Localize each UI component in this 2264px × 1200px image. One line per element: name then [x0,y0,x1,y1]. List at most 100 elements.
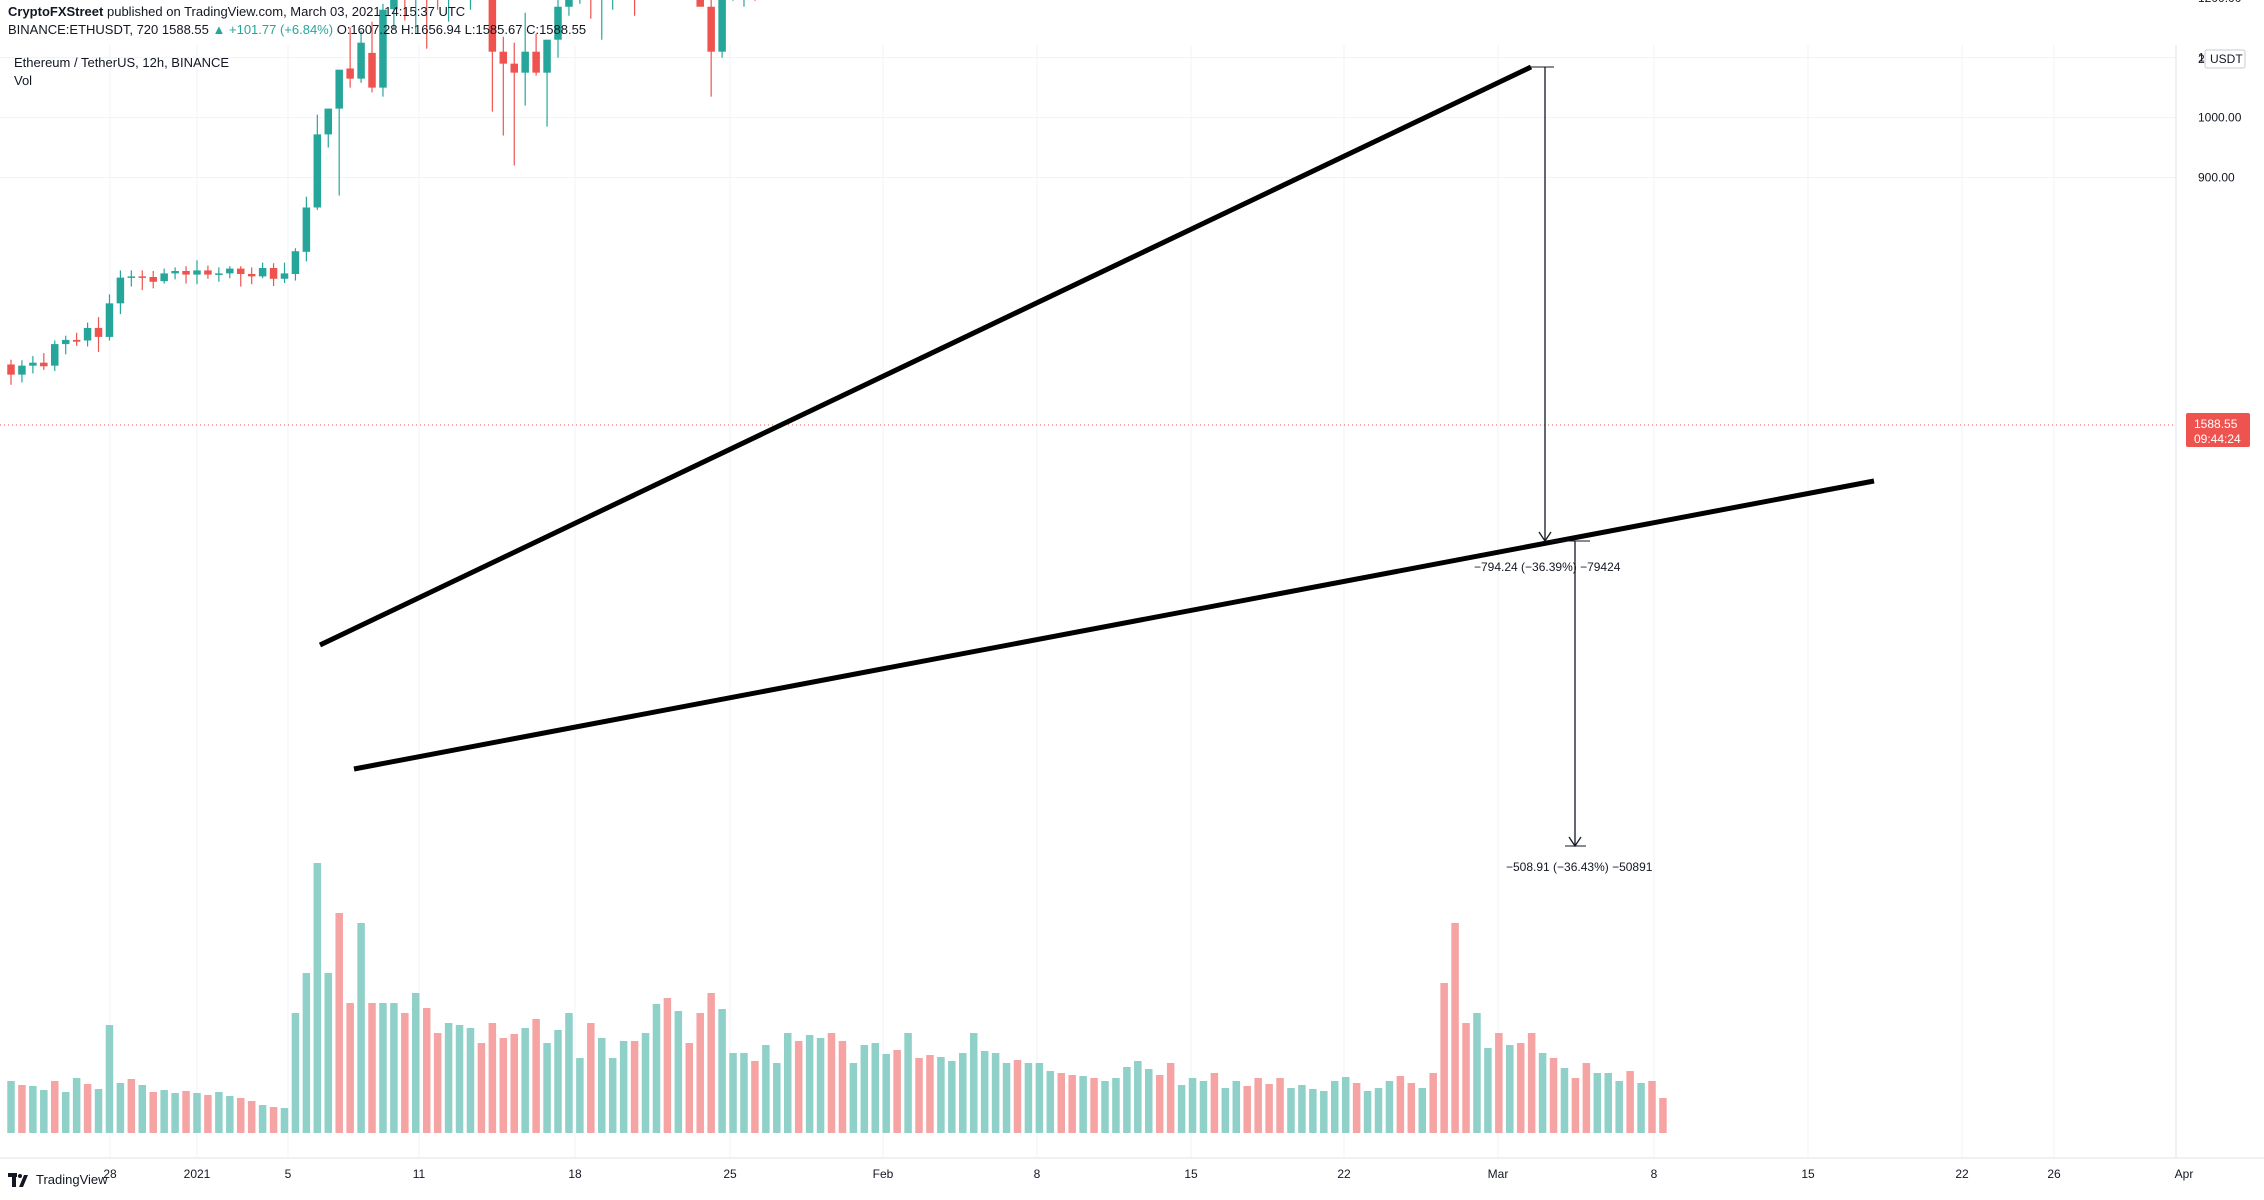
candle-body [313,134,322,208]
candle-body [707,6,715,52]
volume-bar [1024,1063,1033,1133]
volume-bar [532,1019,540,1133]
ohlc-values: O:1607.28 H:1656.94 L:1585.67 C:1588.55 [336,22,587,37]
volume-bar [1462,1023,1470,1133]
candle-body [193,270,201,275]
volume-bar [390,1003,398,1133]
publish-header: CryptoFXStreet published on TradingView.… [8,4,465,19]
volume-bar [1188,1078,1197,1133]
volume-bar [565,1013,573,1133]
volume-bar [1473,1013,1481,1133]
volume-bar [915,1058,923,1133]
last-price-text: 1588.55 [161,22,209,37]
publish-info: published on TradingView.com, March 03, … [106,4,466,19]
volume-bar [477,1043,486,1133]
candle-body [565,0,573,7]
volume-bar [1374,1088,1383,1133]
tradingview-logo-icon [8,1172,28,1187]
volume-bar [1035,1063,1044,1133]
volume-bar [51,1081,59,1133]
series-title[interactable]: Ethereum / TetherUS, 12h, BINANCE [14,55,230,70]
volume-label[interactable]: Vol [14,73,33,88]
volume-bar [1002,1063,1011,1133]
volume-bar [1210,1073,1219,1133]
volume-bar [937,1057,945,1133]
publisher-name[interactable]: CryptoFXStreet [8,4,104,19]
volume-bar [1604,1073,1612,1133]
volume-bar [1484,1048,1492,1133]
chart-legend: Ethereum / TetherUS, 12h, BINANCE Vol [14,54,229,90]
volume-bar [926,1055,934,1133]
candle-body [302,207,311,252]
volume-bar [94,1089,103,1133]
candle-body [521,51,529,73]
volume-bar [412,993,420,1133]
volume-bar [1451,923,1459,1133]
volume-bar [510,1034,518,1133]
tradingview-brand[interactable]: TradingView [8,1172,108,1187]
price-scale-partial-label: 2 [2198,52,2205,66]
time-tick-label: 8 [1034,1167,1041,1181]
volume-bar [685,1043,694,1133]
volume-bar [29,1086,37,1133]
time-tick-label: 2021 [184,1167,211,1181]
measure-upper[interactable] [1531,66,1554,543]
volume-bar [1352,1083,1361,1133]
volume-bar [1330,1081,1339,1133]
volume-bar [1112,1078,1120,1133]
volume-bar [1079,1076,1087,1133]
volume-bar [324,973,333,1133]
candle-body [61,339,70,345]
volume-bar [1582,1063,1591,1133]
time-tick-label: 26 [2047,1167,2061,1181]
candle-body [368,52,376,88]
volume-bar [61,1092,70,1133]
time-scale[interactable]: 28 2021 5 11 18 25 Feb 8 15 22 Mar 8 15 22 26 Apr [103,1167,2193,1181]
ticker-header: BINANCE:ETHUSDT, 720 1588.55 ▲ +101.77 (… [8,22,586,37]
candle-body [247,273,256,277]
last-price-badge: 1588.55 09:44:24 [2186,413,2250,447]
volume-bar [160,1090,168,1133]
volume-bar [215,1092,223,1133]
volume-bar [1265,1084,1273,1133]
volume-bar [1560,1068,1569,1133]
time-tick-label: 22 [1955,1167,1969,1181]
candle-body [105,303,114,337]
candle-body [94,327,103,337]
candle-body [291,251,300,274]
candle-body [335,69,343,109]
time-tick-label: 11 [413,1167,426,1181]
candle-body [532,51,540,73]
candle-body [718,0,726,52]
volume-bar [18,1085,26,1133]
volume-bar [1166,1063,1175,1133]
currency-box[interactable] [2204,49,2246,69]
measure-label-lower: −508.91 (−36.43%) −50891 [1506,860,1653,874]
volume-bar [805,1035,814,1133]
measure-lower[interactable] [1550,540,1590,848]
volume-bar [1538,1053,1547,1133]
candlesticks [7,0,756,385]
volume-bar [1615,1081,1623,1133]
volume-bar [1090,1078,1098,1133]
volume-bar [488,1023,497,1133]
time-tick-label: 8 [1651,1167,1658,1181]
time-tick-label: 15 [1801,1167,1815,1181]
time-tick-label: 22 [1337,1167,1351,1181]
volume-bar [368,1003,376,1133]
volume-bar [1298,1085,1306,1133]
volume-bar [171,1093,179,1133]
upper-trendline[interactable] [318,64,1533,648]
volume-bar [696,1013,704,1133]
candle-body [226,268,234,274]
volume-bar [904,1033,912,1133]
measure-label-upper: −794.24 (−36.39%) −79424 [1474,560,1621,574]
volume-bar [313,863,322,1133]
candle-body [40,362,48,367]
ticker-symbol: BINANCE:ETHUSDT, 720 [8,22,159,37]
time-tick-label: 15 [1184,1167,1198,1181]
lower-trendline[interactable] [353,478,1875,772]
volume-bar [882,1054,890,1133]
volume-bar [1571,1078,1580,1133]
